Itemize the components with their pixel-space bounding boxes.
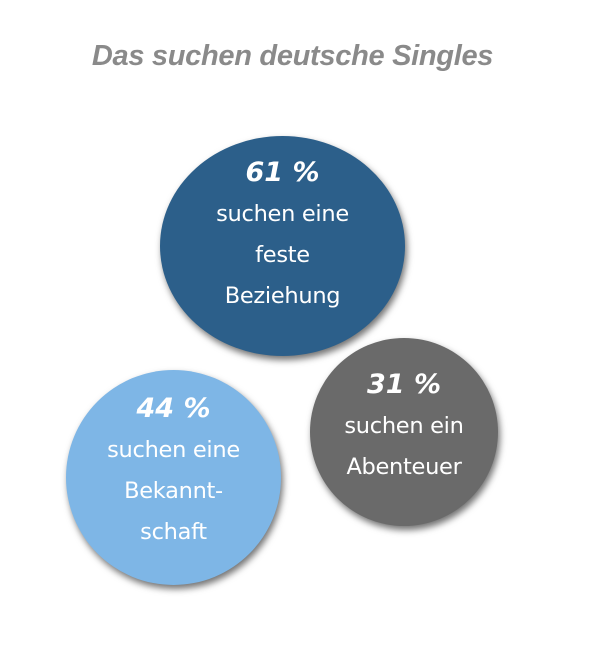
category-label-line: suchen eine [107,436,240,463]
category-label-line: Beziehung [224,283,341,309]
value-label-abenteuer: 31 % [366,368,442,400]
category-label-line: Abenteuer [346,453,462,480]
chart-title: Das suchen deutsche Singles [91,40,494,72]
category-label-line: feste [255,242,310,268]
category-label-line: Bekannt- [124,477,223,504]
value-label-feste-beziehung: 61 % [245,157,320,188]
category-label-line: schaft [140,518,207,545]
category-label-line: suchen ein [344,412,464,439]
bubble-abenteuer: 31 % suchen ein Abenteuer [310,338,498,526]
value-label-bekanntschaft: 44 % [136,392,211,424]
category-label-line: suchen eine [216,201,349,227]
bubble-bekanntschaft: 44 % suchen eine Bekannt- schaft [66,370,281,585]
bubble-feste-beziehung: 61 % suchen eine feste Beziehung [160,136,405,356]
